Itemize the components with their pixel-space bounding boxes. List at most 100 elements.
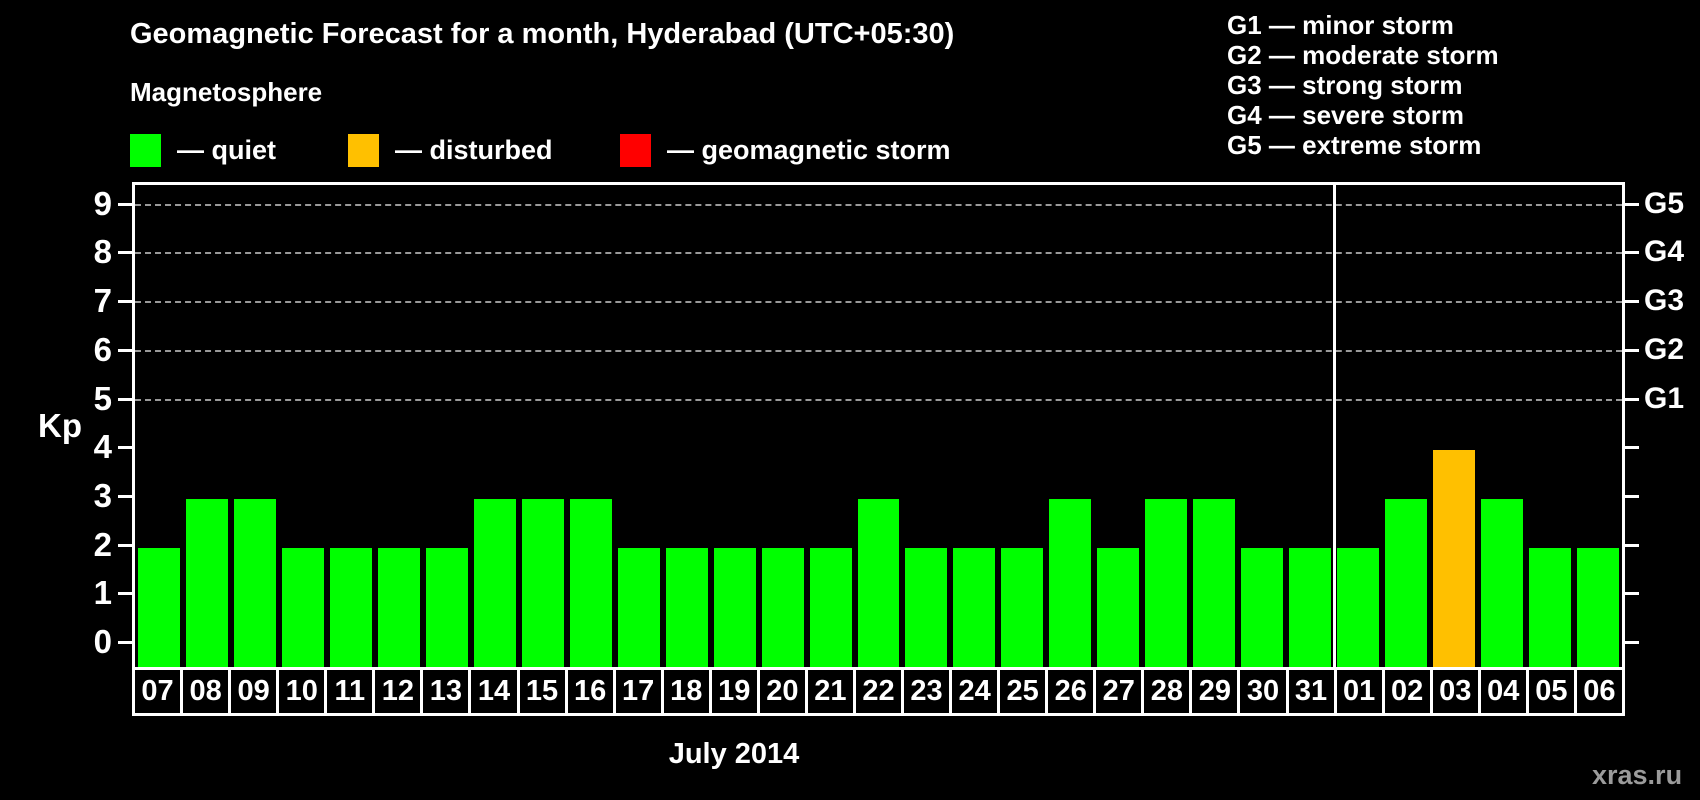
y-axis-label-7: 7 [93,282,112,320]
legend-label-disturbed: — disturbed [395,134,553,165]
kp-bar-day-11 [329,547,372,667]
day-label-cell-06: 06 [1583,675,1616,707]
kp-bar-day-04 [1481,498,1524,667]
kp-bar-day-08 [185,498,228,667]
watermark: xras.ru [1592,760,1683,790]
legend-swatch-disturbed [348,133,379,167]
kp-bar-day-18 [665,547,708,667]
day-label-cell-08: 08 [183,670,232,713]
kp-bar-day-19 [713,547,756,667]
y-axis-tick-left [118,202,132,206]
day-label-cell-01: 01 [1337,670,1385,713]
g-scale-legend: G1 — minor storm G2 — moderate storm G3 — … [1227,10,1499,160]
day-label-cell-07: 07 [135,670,184,713]
y-axis-tick-right [1625,543,1639,547]
kp-bar-day-13 [425,547,468,667]
kp-axis-title: Kp [38,407,82,444]
y-axis-tick-right [1625,494,1639,498]
month-separator-line [1332,185,1336,667]
y-axis-tick-left [118,494,132,498]
y-axis-label-6: 6 [93,330,112,368]
kp-bar-day-16 [569,498,612,667]
y-axis-tick-left [118,397,132,401]
y-axis-label-2: 2 [93,525,112,563]
day-label-cell-04: 04 [1481,670,1529,713]
month-label: July 2014 [668,738,800,770]
y-axis-label-9: 9 [93,184,112,222]
y-axis-tick-left [118,641,132,644]
day-label-cell-14: 14 [471,670,520,713]
day-label-cell-19: 19 [712,670,760,713]
y-axis-tick-right [1625,300,1639,304]
kp-bar-day-20 [761,547,804,667]
kp-bar-day-30 [1241,547,1284,667]
y-axis-label-1: 1 [93,574,112,612]
day-label-cell-28: 28 [1144,670,1193,713]
g-scale-line-g2: G2 — moderate storm [1227,40,1499,70]
gridline-kp-8 [135,252,1622,255]
legend-swatch-storm [620,133,651,167]
kp-bar-day-06 [1577,547,1619,667]
y-axis-tick-right [1625,397,1639,401]
gridline-kp-6 [135,349,1622,352]
y-axis-tick-right [1625,348,1639,352]
kp-bar-day-02 [1385,498,1428,667]
kp-bar-day-15 [521,498,564,667]
day-label-cell-29: 29 [1192,670,1241,713]
day-label-cell-27: 27 [1096,670,1145,713]
y-axis-label-3: 3 [93,476,112,514]
day-label-cell-12: 12 [375,670,424,713]
gridline-kp-7 [135,301,1622,304]
gridline-kp-5 [135,398,1622,401]
kp-bar-day-03 [1433,450,1476,667]
y-axis-label-4: 4 [93,428,112,466]
kp-bar-day-12 [377,547,420,667]
legend-label-quiet: — quiet [177,134,276,165]
kp-bar-day-26 [1049,498,1092,667]
kp-bar-day-21 [809,547,852,667]
legend-item-disturbed: — disturbed [348,130,553,170]
day-label-cell-05: 05 [1529,670,1577,713]
kp-bar-day-14 [473,498,516,667]
y-axis-label-5: 5 [93,379,112,417]
kp-bar-day-17 [617,547,660,667]
y-axis-tick-left [118,446,132,450]
day-label-cell-11: 11 [327,670,376,713]
day-label-cell-17: 17 [616,670,664,713]
day-label-cell-10: 10 [279,670,328,713]
y-axis-label-0: 0 [93,623,112,660]
y-axis-tick-right [1625,251,1639,255]
y-axis-tick-right [1625,592,1639,596]
day-label-cell-15: 15 [520,670,568,713]
kp-bar-day-05 [1529,547,1572,667]
g-level-label-g2: G2 [1644,332,1685,366]
chart-title: Geomagnetic Forecast for a month, Hydera… [130,18,955,50]
y-axis-tick-left [118,543,132,547]
day-label-cell-13: 13 [423,670,472,713]
kp-bar-day-25 [1001,547,1044,667]
g-level-label-g5: G5 [1644,186,1685,220]
kp-bar-day-23 [905,547,948,667]
day-label-cell-20: 20 [760,670,808,713]
y-axis-tick-right [1625,446,1639,450]
kp-bar-day-24 [953,547,996,667]
y-axis-tick-left [118,300,132,304]
day-label-cell-30: 30 [1240,670,1289,713]
kp-bar-day-27 [1097,547,1140,667]
gridline-kp-9 [135,203,1622,206]
kp-bar-day-31 [1289,547,1332,667]
day-label-cell-09: 09 [231,670,280,713]
kp-bar-day-28 [1145,498,1188,667]
g-scale-line-g4: G4 — severe storm [1227,100,1465,130]
day-label-cell-02: 02 [1385,670,1433,713]
kp-bar-day-22 [857,498,900,667]
day-label-cell-31: 31 [1289,670,1337,713]
g-level-label-g1: G1 [1644,381,1685,415]
day-label-cell-18: 18 [664,670,712,713]
day-label-cell-16: 16 [568,670,616,713]
y-axis-tick-left [118,348,132,352]
day-label-cell-24: 24 [952,670,1001,713]
day-label-cell-22: 22 [856,670,904,713]
day-label-cell-21: 21 [808,670,856,713]
plot-area [118,182,1639,667]
